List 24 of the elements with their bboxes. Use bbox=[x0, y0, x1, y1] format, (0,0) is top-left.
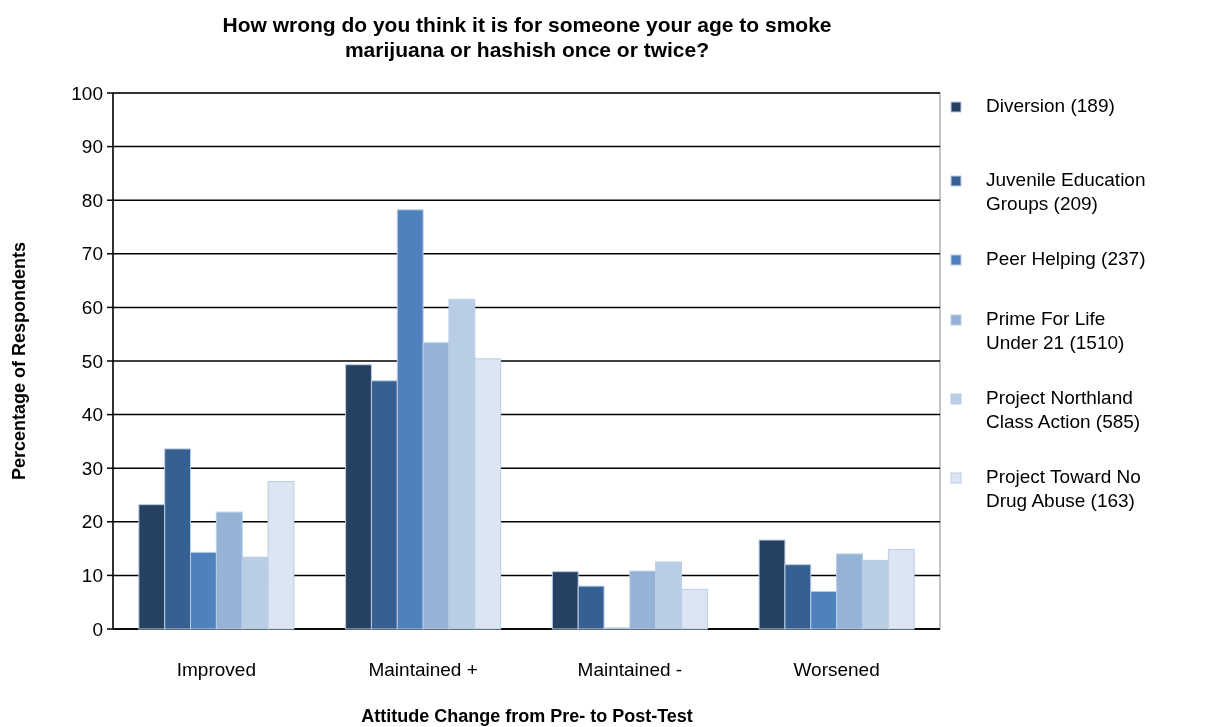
y-tick-label: 70 bbox=[81, 243, 103, 265]
legend-label: Diversion (189) bbox=[986, 95, 1115, 116]
x-tick-label: Worsened bbox=[793, 659, 880, 680]
x-axis-title: Attitude Change from Pre- to Post-Test bbox=[361, 706, 693, 726]
y-axis-title: Percentage of Respondents bbox=[9, 241, 29, 481]
y-tick-label: 30 bbox=[81, 457, 103, 479]
x-tick-label: Maintained + bbox=[368, 659, 478, 680]
legend-label: Peer Helping (237) bbox=[986, 248, 1146, 269]
y-tick-label: 20 bbox=[81, 511, 103, 533]
chart-title: How wrong do you think it is for someone your age to smoke marijuana or hashish once or twice? bbox=[222, 13, 832, 61]
y-tick-label: 50 bbox=[81, 350, 103, 372]
x-tick-label: Improved bbox=[176, 659, 256, 680]
y-tick-label: 40 bbox=[81, 404, 103, 426]
y-tick-label: 60 bbox=[81, 297, 103, 319]
legend-label: Project Toward No Drug Abuse (163) bbox=[986, 466, 1141, 511]
y-tick-label: 80 bbox=[81, 189, 103, 211]
x-tick-label: Maintained - bbox=[577, 659, 683, 680]
y-tick-label: 10 bbox=[81, 565, 103, 587]
legend-label: Project Northland Class Action (585) bbox=[986, 387, 1141, 432]
legend-label: Prime For Life Under 21 (1510) bbox=[986, 308, 1125, 353]
y-tick-label: 0 bbox=[92, 618, 103, 640]
y-tick-label: 100 bbox=[71, 82, 103, 104]
legend-label: Juvenile Education Groups (209) bbox=[986, 169, 1146, 214]
y-tick-label: 90 bbox=[81, 136, 103, 158]
